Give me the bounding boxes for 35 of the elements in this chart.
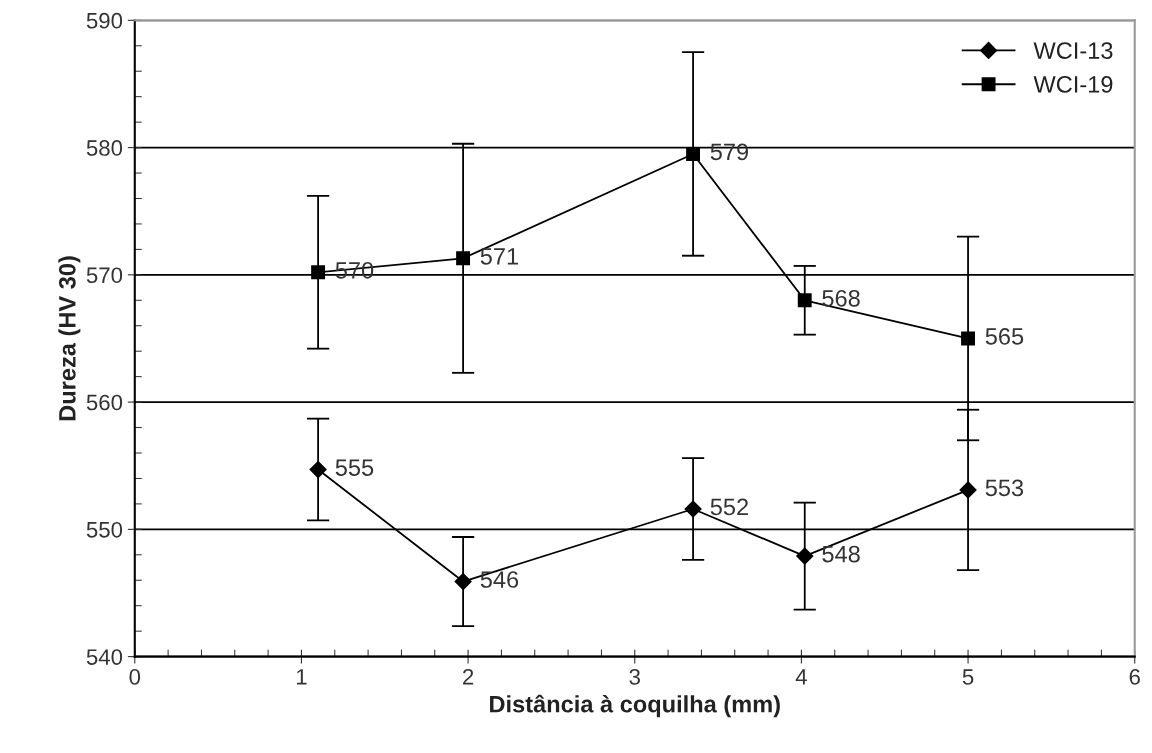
x-tick-label: 4	[795, 669, 807, 685]
data-label: 553	[985, 479, 1024, 497]
point	[959, 481, 977, 499]
x-tick-label: 5	[962, 669, 974, 685]
x-tick-label: 0	[129, 669, 141, 685]
data-label: 565	[985, 328, 1024, 345]
data-label: 548	[822, 545, 860, 563]
y-tick-label: 570	[86, 267, 123, 284]
point	[797, 293, 812, 308]
y-axis-title: Dureza (HV 30)	[58, 256, 81, 421]
point	[456, 251, 471, 266]
x-tick-label: 1	[296, 669, 307, 685]
data-label: 568	[822, 289, 860, 307]
point	[309, 460, 327, 479]
legend-label: WCI-19	[1033, 76, 1113, 93]
data-label: 555	[335, 459, 374, 476]
y-tick-label: 560	[86, 394, 123, 411]
x-tick-label: 2	[463, 669, 474, 685]
y-tick-label: 580	[86, 140, 123, 156]
point	[686, 147, 701, 161]
x-tick-label: 6	[1129, 669, 1140, 685]
legend-label: WCI-13	[1033, 42, 1113, 59]
point	[796, 547, 814, 565]
y-tick-label: 590	[86, 12, 123, 29]
data-label: 571	[480, 248, 518, 265]
data-label: 552	[710, 498, 748, 516]
point	[454, 572, 472, 591]
y-tick-label: 540	[86, 649, 123, 665]
point	[961, 331, 976, 346]
data-label: 546	[480, 571, 519, 588]
x-axis-title: Distância à coquilha (mm)	[490, 694, 780, 718]
y-tick-label: 550	[86, 521, 123, 538]
x-tick-label: 3	[629, 669, 640, 685]
point	[684, 500, 702, 518]
point	[311, 265, 326, 280]
